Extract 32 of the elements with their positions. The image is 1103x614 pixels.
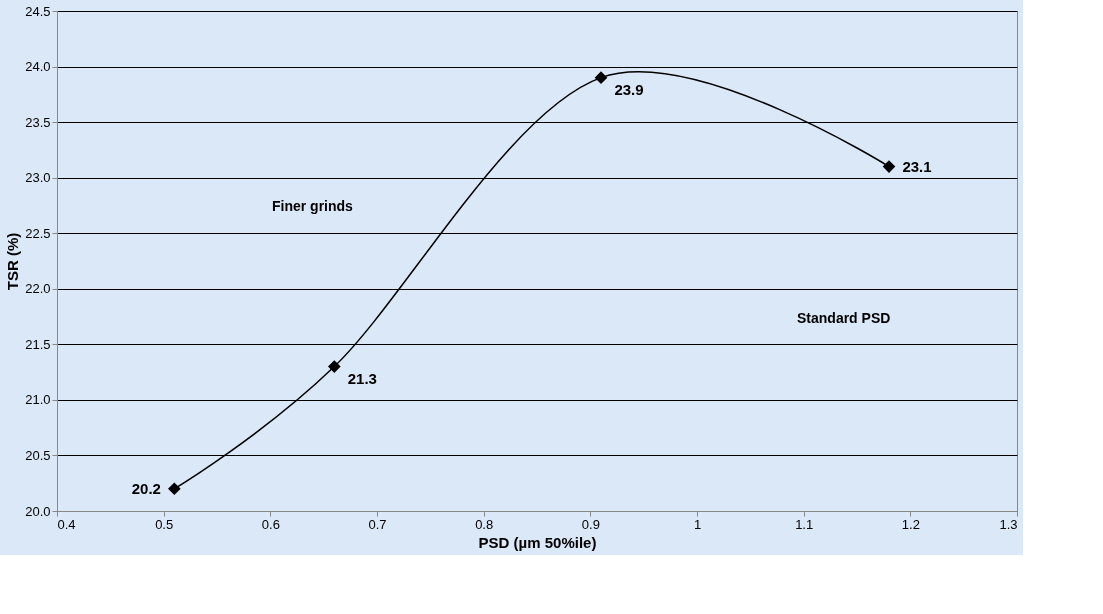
y-tick-label: 22.5 (25, 225, 51, 241)
y-tick-label: 24.5 (25, 3, 51, 19)
annotation: Finer grinds (272, 198, 354, 214)
annotation: Standard PSD (797, 310, 891, 326)
point (594, 71, 608, 84)
y-tick-label: 21.5 (25, 336, 51, 352)
x-tick-label: 1.2 (901, 516, 920, 532)
data-label: 20.2 (131, 479, 161, 497)
point (328, 360, 341, 373)
y-tick-label: 23.0 (25, 170, 51, 186)
y-tick-label: 24.0 (25, 59, 51, 75)
y-tick-label: 21.0 (25, 392, 51, 408)
x-tick-label: 1.3 (999, 516, 1018, 532)
x-tick-label: 0.5 (155, 516, 174, 532)
x-tick-label: 0.9 (581, 516, 600, 532)
y-tick-label: 22.0 (25, 281, 51, 297)
x-tick-label: 0.8 (475, 516, 494, 532)
x-tick-label: 1 (693, 516, 702, 532)
x-tick-label: 0.6 (261, 516, 280, 532)
point (168, 482, 181, 496)
y-tick-label: 20.0 (25, 503, 51, 519)
data-label: 23.9 (614, 80, 644, 98)
x-tick-label: 1.1 (795, 516, 814, 532)
y-axis-title: TSR (%) (4, 232, 22, 291)
x-tick-label: 0.4 (57, 516, 76, 532)
x-tick-label: 0.7 (368, 516, 387, 532)
point (882, 160, 896, 173)
y-tick-label: 20.5 (25, 447, 51, 463)
x-axis-title: PSD (µm 50%ile) (478, 533, 597, 551)
y-tick-label: 23.5 (25, 114, 51, 130)
data-label: 21.3 (347, 369, 377, 387)
data-label: 23.1 (902, 157, 932, 175)
